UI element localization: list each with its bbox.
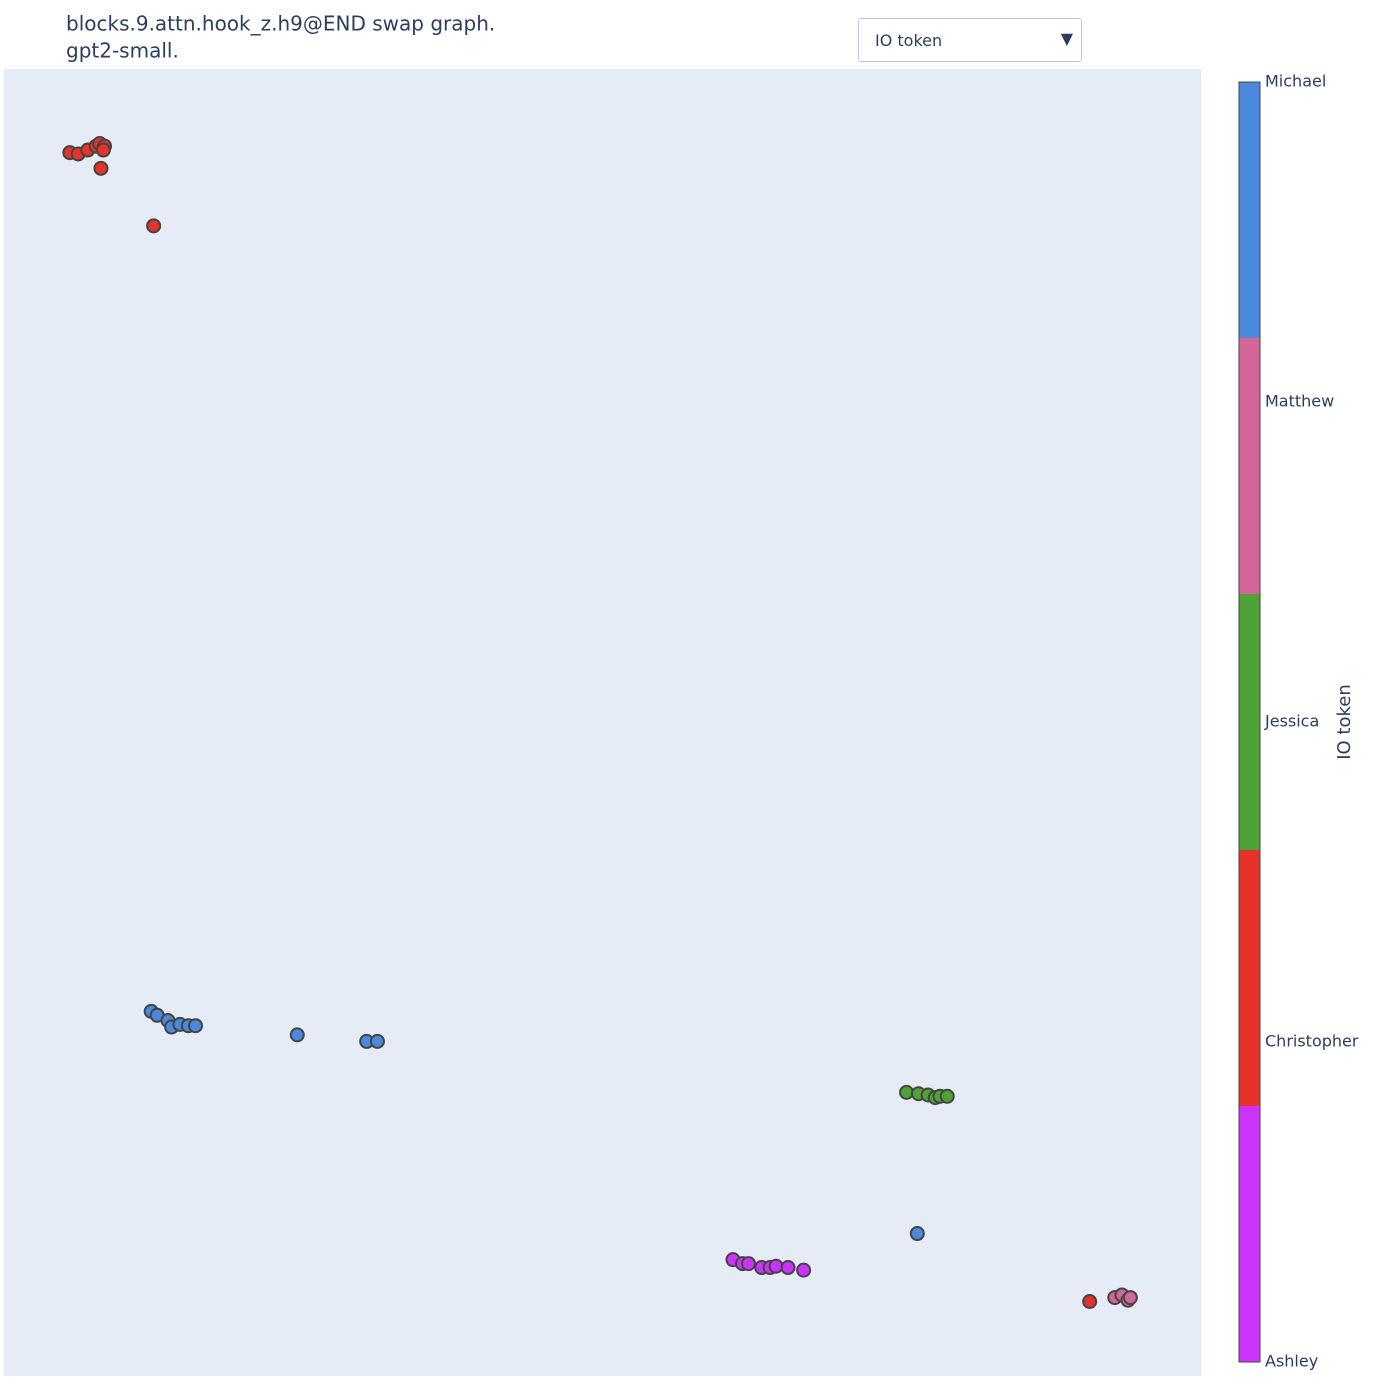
point (188, 1018, 204, 1034)
point (932, 1088, 948, 1104)
point (359, 1033, 375, 1049)
colorbar-segment (1239, 1106, 1260, 1362)
point (741, 1256, 757, 1272)
point (1114, 1287, 1130, 1303)
point (70, 146, 86, 162)
colorbar-label: Matthew (1265, 392, 1334, 411)
point (88, 138, 104, 154)
colorbar-outline (1238, 81, 1261, 1363)
point (1107, 1290, 1123, 1306)
point (735, 1256, 751, 1272)
colorbar-title: IO token (1334, 684, 1355, 760)
point (149, 1007, 165, 1023)
point (172, 1016, 188, 1032)
plot-area (4, 69, 1201, 1376)
point (939, 1088, 955, 1104)
colorbar-segment (1239, 594, 1260, 850)
point (80, 142, 96, 158)
point (911, 1086, 927, 1102)
point (725, 1252, 741, 1268)
point (95, 142, 111, 158)
point (754, 1260, 770, 1276)
chart-subtitle: gpt2-small. (66, 39, 179, 63)
colorbar-label: Michael (1265, 72, 1326, 91)
point (1122, 1290, 1138, 1306)
point (180, 1018, 196, 1034)
dropdown-arrow: ▼ (1060, 29, 1073, 48)
colorbar-segment (1239, 338, 1260, 594)
point (768, 1258, 784, 1274)
point (289, 1027, 305, 1043)
point (762, 1260, 778, 1276)
point (1082, 1294, 1098, 1310)
point (780, 1260, 796, 1276)
point (920, 1087, 936, 1103)
point (146, 218, 162, 234)
point (1120, 1292, 1136, 1308)
point (97, 138, 113, 154)
dropdown-label: IO token (875, 31, 943, 50)
point (927, 1090, 943, 1106)
point (909, 1226, 925, 1242)
colorbar-label: Christopher (1265, 1032, 1359, 1051)
point (92, 135, 108, 151)
colorbar-segment (1239, 82, 1260, 338)
point (93, 160, 109, 176)
dropdown[interactable]: IO token ▼ (858, 18, 1082, 62)
colorbar-segment (1239, 850, 1260, 1106)
point (62, 145, 78, 161)
point (143, 1003, 159, 1019)
point (160, 1012, 176, 1028)
colorbar-label: Jessica (1264, 712, 1319, 731)
point (164, 1019, 180, 1035)
chart-title: blocks.9.attn.hook_z.h9@END swap graph. (66, 12, 495, 36)
colorbar-label: Ashley (1265, 1352, 1318, 1371)
point (899, 1084, 915, 1100)
point (796, 1262, 812, 1278)
point (369, 1033, 385, 1049)
